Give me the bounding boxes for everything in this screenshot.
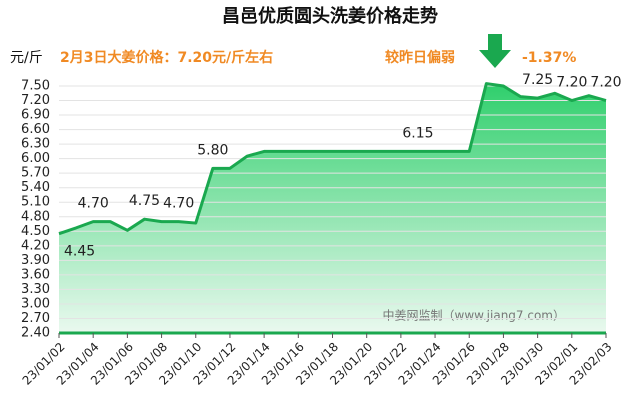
y-tick-label: 3.00 bbox=[21, 296, 50, 311]
y-tick-label: 5.70 bbox=[21, 166, 50, 181]
y-tick-label: 7.20 bbox=[21, 93, 50, 108]
area bbox=[59, 83, 606, 333]
y-tick-label: 3.60 bbox=[21, 267, 50, 282]
y-tick-label: 4.20 bbox=[21, 238, 50, 253]
y-tick-label: 4.80 bbox=[21, 209, 50, 224]
data-label: 7.25 bbox=[522, 72, 553, 88]
watermark: 中姜网监制（www.jiang7.com） bbox=[383, 308, 565, 323]
y-axis-unit: 元/斤 bbox=[10, 50, 43, 66]
y-tick-label: 4.50 bbox=[21, 224, 50, 239]
data-label: 7.20 bbox=[556, 75, 587, 91]
y-tick-label: 6.90 bbox=[21, 108, 50, 123]
y-tick-label: 6.00 bbox=[21, 151, 50, 166]
annotation: 2月3日大姜价格：7.20元/斤左右 bbox=[60, 49, 273, 66]
y-tick-label: 6.60 bbox=[21, 122, 50, 137]
data-label: 5.80 bbox=[197, 142, 228, 158]
y-tick-label: 3.90 bbox=[21, 253, 50, 268]
annotation: -1.37% bbox=[522, 50, 576, 66]
data-label: 7.20 bbox=[590, 75, 621, 91]
annotation: 较昨日偏弱 bbox=[385, 49, 455, 66]
data-label: 4.45 bbox=[64, 244, 95, 260]
data-label: 4.70 bbox=[78, 196, 109, 212]
data-label: 6.15 bbox=[402, 125, 433, 141]
y-tick-label: 2.40 bbox=[21, 326, 50, 341]
y-tick-label: 3.30 bbox=[21, 282, 50, 297]
y-tick-label: 6.30 bbox=[21, 137, 50, 152]
data-label: 4.75 bbox=[129, 193, 160, 209]
y-tick-label: 2.70 bbox=[21, 311, 50, 326]
line bbox=[58, 82, 607, 236]
y-tick-label: 5.10 bbox=[21, 195, 50, 210]
y-tick-label: 5.40 bbox=[21, 180, 50, 195]
y-tick-label: 7.50 bbox=[21, 79, 50, 94]
chart-title: 昌邑优质圆头洗姜价格走势 bbox=[222, 5, 438, 27]
data-label: 4.70 bbox=[163, 196, 194, 212]
arrow-icon bbox=[479, 34, 511, 68]
